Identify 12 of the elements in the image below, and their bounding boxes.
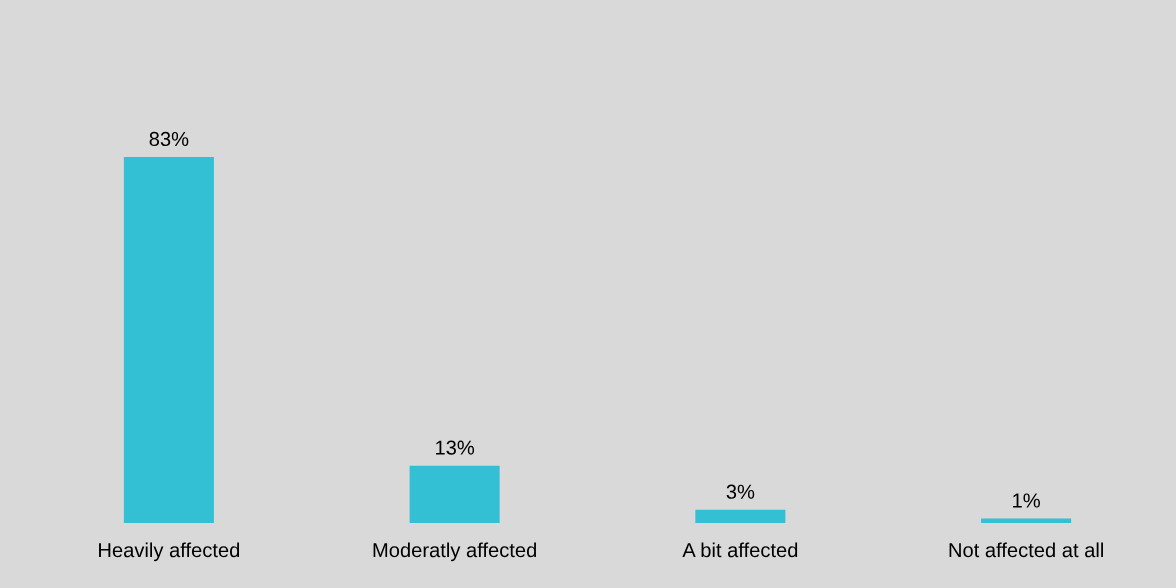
bar	[695, 509, 786, 523]
data-label: 13%	[436, 440, 475, 455]
x-tick-label: Moderatly affected	[373, 542, 536, 562]
data-label: 1%	[1013, 493, 1040, 508]
data-label: 83%	[149, 131, 189, 147]
bar	[123, 157, 214, 523]
bar	[981, 518, 1072, 523]
x-tick-label: Not affected at all	[949, 542, 1103, 558]
data-label: 3%	[726, 484, 755, 499]
bar	[409, 465, 500, 523]
x-tick-label: Heavily affected	[99, 542, 240, 562]
x-tick-label: A bit affected	[682, 542, 798, 558]
